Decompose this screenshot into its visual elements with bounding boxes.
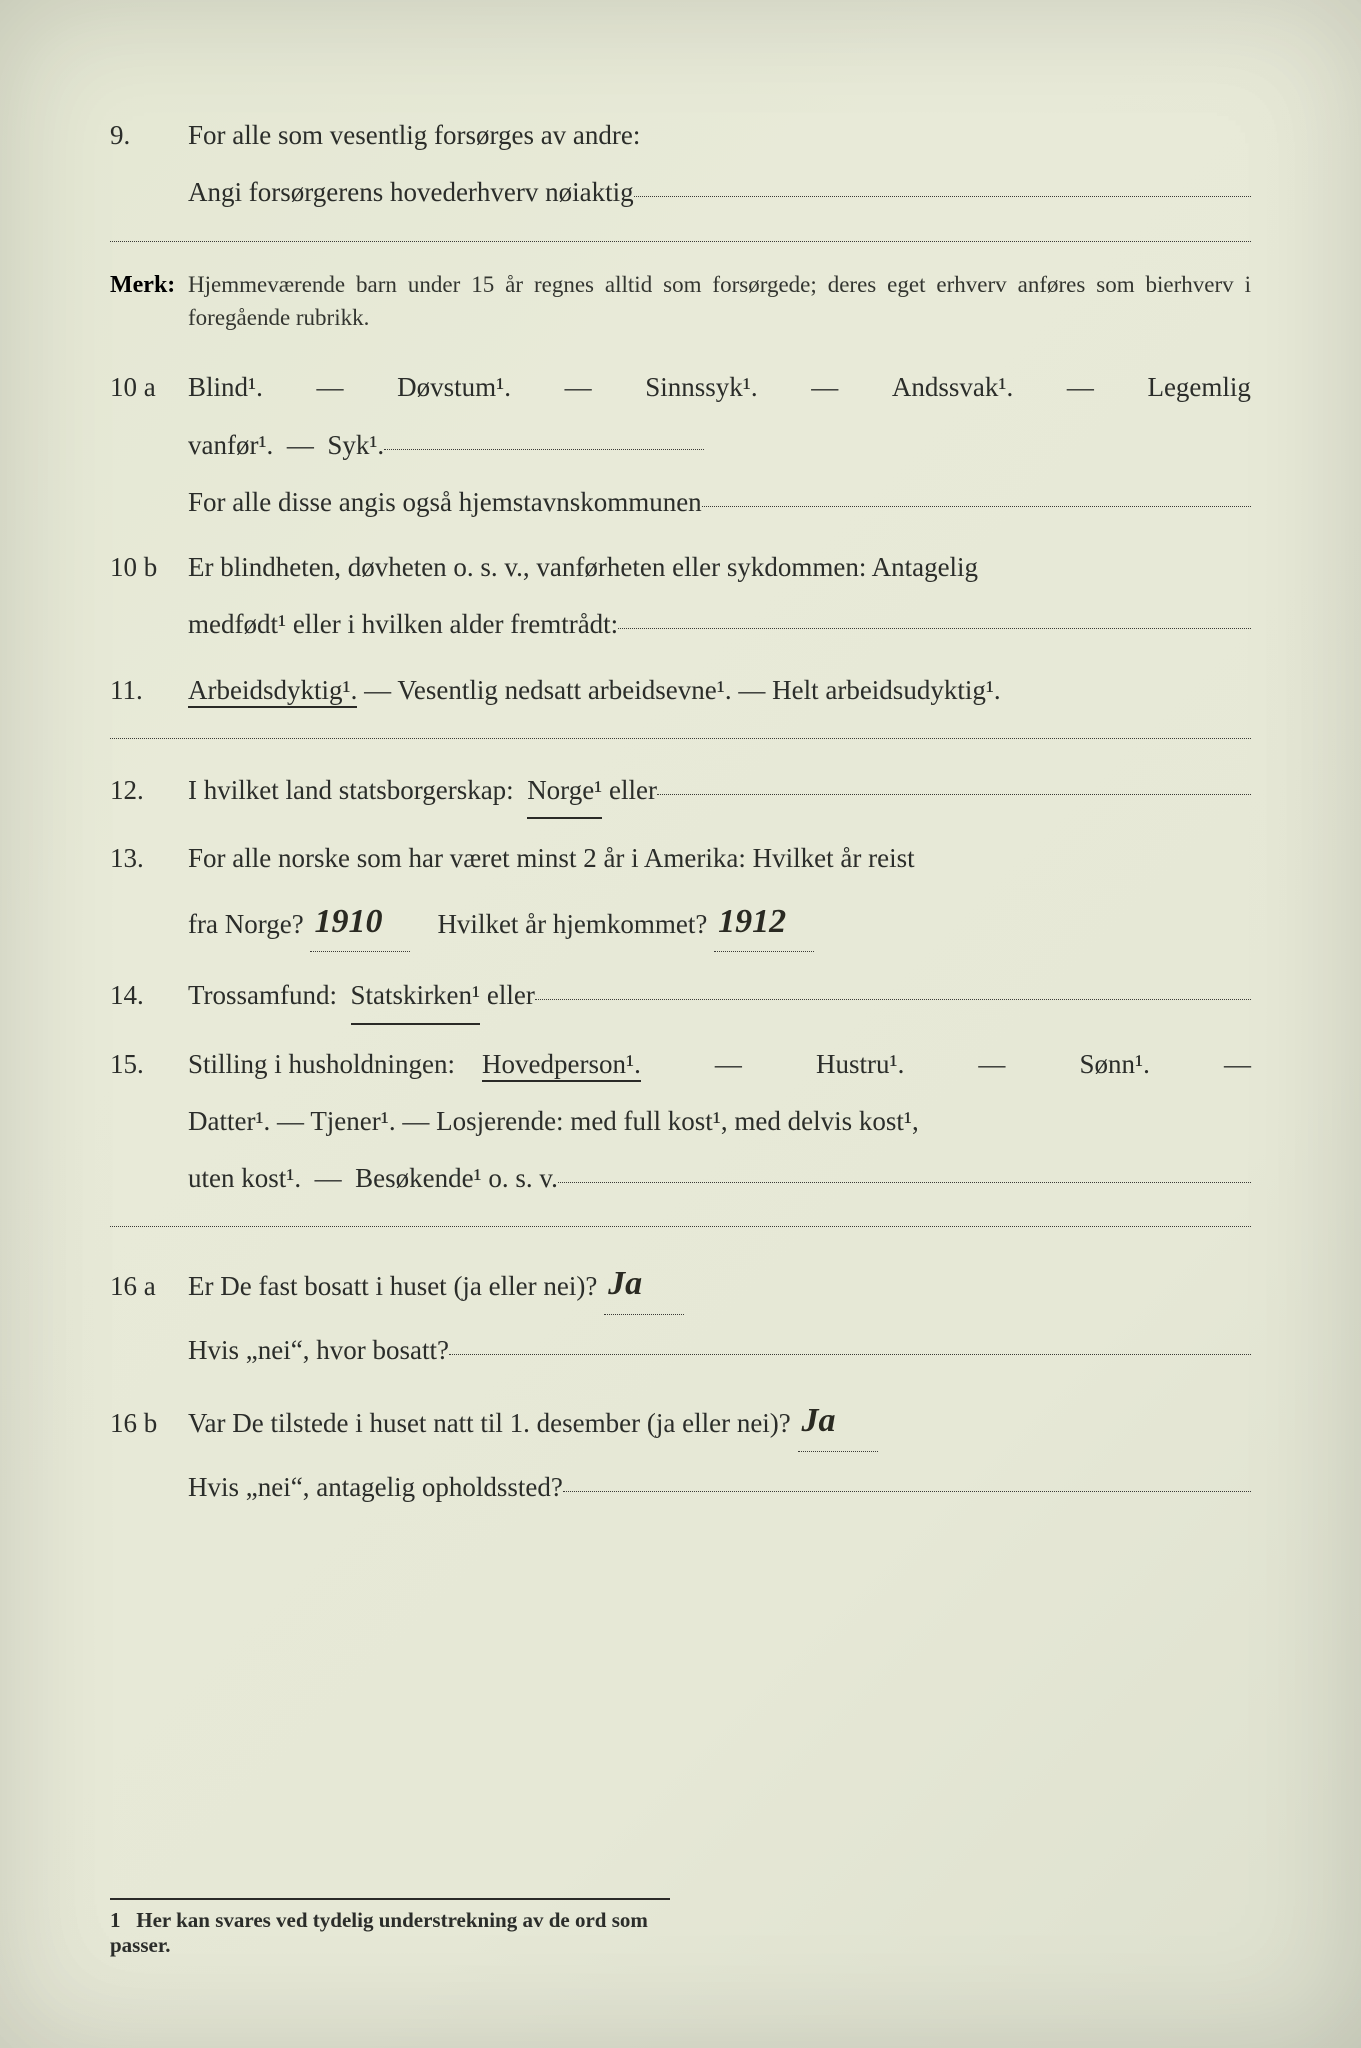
blank-line [449,1354,1251,1355]
blank-line [384,449,704,450]
q11-opt: Vesentlig nedsatt arbeidsevne¹. [397,675,731,705]
q11-number: 11. [110,665,188,716]
sep: — [287,420,314,471]
q10a-opt: Andssvak¹. [892,362,1013,413]
q13-val-from: 1910 [310,890,386,955]
sep: — [811,362,838,413]
q9-line1: For alle som vesentlig forsørges av andr… [188,110,1251,161]
q14-number: 14. [110,970,188,1021]
divider [110,241,1251,242]
q10b-line1: Er blindheten, døvheten o. s. v., vanfør… [188,542,1251,593]
question-14: 14. Trossamfund: Statskirken¹ eller [110,970,1251,1024]
footnote-text: Her kan svares ved tydelig understreknin… [110,1908,648,1957]
q10a-opt: Blind¹. [188,362,263,413]
blank-line [634,196,1251,197]
q16a-q2: Hvis „nei“, hvor bosatt? [188,1325,449,1376]
q11-opt-selected: Arbeidsdyktig¹. [188,675,357,708]
q12-conj: eller [609,765,657,816]
q9-number: 9. [110,110,188,161]
q16a-ans1: Ja [604,1252,646,1317]
sep: — [738,675,765,705]
sep: — [316,362,343,413]
q15-line3a: uten kost¹. [188,1153,301,1204]
footnote-marker: 1 [110,1908,121,1932]
q12-opt-selected: Norge¹ [527,765,602,819]
blank-line [558,1182,1251,1183]
blank-line [535,999,1251,1000]
sep: — [565,362,592,413]
q14-conj: eller [487,970,535,1021]
q10b-number: 10 b [110,542,188,593]
q10a-opt: Døvstum¹. [397,362,511,413]
sep: — [1224,1039,1251,1090]
sep: — [364,675,391,705]
blank-line [618,628,1251,629]
q10b-line2: medfødt¹ eller i hvilken alder fremtrådt… [188,599,618,650]
blank-line [702,506,1251,507]
q15-line2: Datter¹. — Tjener¹. — Losjerende: med fu… [188,1096,1251,1147]
sep: — [315,1153,342,1204]
divider [110,1226,1251,1227]
blank-line [657,794,1251,795]
q13-val-home: 1912 [714,890,790,955]
q9-line2: Angi forsørgerens hovederhverv nøiaktig [188,167,634,218]
blank-line: Ja [798,1386,878,1452]
blank-line: 1910 [310,887,410,953]
q16b-ans1: Ja [798,1389,840,1454]
q16b-q1: Var De tilstede i huset natt til 1. dese… [188,1408,791,1438]
q15-line3b: Besøkende¹ o. s. v. [355,1153,558,1204]
q16b-number: 16 b [110,1398,188,1449]
q14-opt-selected: Statskirken¹ [351,970,481,1024]
note-merk: Merk: Hjemmeværende barn under 15 år reg… [110,268,1251,335]
footnote: 1 Her kan svares ved tydelig understrekn… [110,1898,670,1958]
q13-number: 13. [110,833,188,884]
question-10b: 10 b Er blindheten, døvheten o. s. v., v… [110,542,1251,651]
q10a-line2b: Syk¹. [327,420,384,471]
q13-line1: For alle norske som har været minst 2 år… [188,833,1251,884]
q13-home: Hvilket år hjemkommet? [437,909,707,939]
question-9: 9. For alle som vesentlig forsørges av a… [110,110,1251,219]
sep: — [715,1039,742,1090]
q11-opt: Helt arbeidsudyktig¹. [772,675,1001,705]
q12-text: I hvilket land statsborgerskap: [188,765,514,816]
merk-text: Hjemmeværende barn under 15 år regnes al… [188,268,1251,335]
q10a-line2a: vanfør¹. [188,420,273,471]
question-15: 15. Stilling i husholdningen: Hovedperso… [110,1039,1251,1205]
blank-line [563,1491,1251,1492]
q15-opt: Hustru¹. [816,1039,904,1090]
question-16a: 16 a Er De fast bosatt i huset (ja eller… [110,1253,1251,1376]
q10a-opt: Legemlig [1147,362,1250,413]
sep: — [978,1039,1005,1090]
q16b-q2: Hvis „nei“, antagelig opholdssted? [188,1462,563,1513]
q10a-line3: For alle disse angis også hjemstavnskomm… [188,477,702,528]
q16a-q1: Er De fast bosatt i huset (ja eller nei)… [188,1271,597,1301]
q15-number: 15. [110,1039,188,1090]
question-12: 12. I hvilket land statsborgerskap: Norg… [110,765,1251,819]
question-11: 11. Arbeidsdyktig¹. — Vesentlig nedsatt … [110,665,1251,716]
q15-label: Stilling i husholdningen: [188,1049,455,1079]
document-page: 9. For alle som vesentlig forsørges av a… [0,0,1361,2048]
blank-line: 1912 [714,887,814,953]
blank-line: Ja [604,1249,684,1315]
question-13: 13. For alle norske som har været minst … [110,833,1251,956]
sep: — [1067,362,1094,413]
q10a-number: 10 a [110,362,188,413]
q13-from: fra Norge? [188,909,304,939]
q15-opt: Sønn¹. [1080,1039,1150,1090]
q12-number: 12. [110,765,188,816]
question-10a: 10 a Blind¹. — Døvstum¹. — Sinnssyk¹. — … [110,362,1251,528]
question-16b: 16 b Var De tilstede i huset natt til 1.… [110,1390,1251,1513]
divider [110,738,1251,739]
q14-label: Trossamfund: [188,970,337,1021]
q10a-opt: Sinnssyk¹. [645,362,757,413]
q16a-number: 16 a [110,1261,188,1312]
q15-opt-selected: Hovedperson¹. [482,1049,641,1082]
merk-label: Merk: [110,268,188,335]
